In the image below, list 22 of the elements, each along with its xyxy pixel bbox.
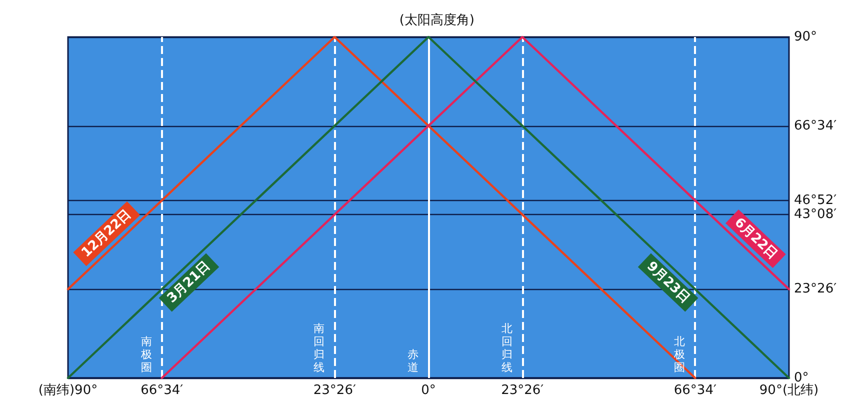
text: 6月22日 (731, 215, 780, 262)
x-tick-label: 23°26′ (313, 383, 356, 398)
x-tick-label: 66°34′ (140, 383, 184, 398)
text: 3月21日 (164, 258, 214, 306)
y-axis-title: (太阳高度角) (399, 12, 474, 28)
text: 12月22日 (78, 206, 134, 261)
text: 9月23日 (644, 258, 693, 306)
x-tick-label: (南纬)90° (38, 383, 98, 398)
ref-line-label: 赤道 (408, 348, 418, 374)
x-tick-label: 90°(北纬) (759, 383, 819, 398)
y-tick-label: 66°34′ (794, 118, 837, 134)
x-tick-label: 0° (421, 383, 436, 398)
x-tick-label: 23°26′ (501, 383, 544, 398)
y-tick-label: 46°52′ (794, 192, 837, 208)
ref-line-label: 北极圈 (673, 335, 686, 374)
ref-line-label: 南极圈 (140, 335, 152, 374)
ref-line-label: 南回归线 (314, 322, 325, 374)
ref-line-label: 北回归线 (501, 322, 512, 374)
y-tick-label: 90° (794, 30, 818, 44)
y-tick-label: 43°08′ (794, 207, 837, 222)
x-tick-label: 66°34′ (674, 383, 716, 398)
y-tick-label: 23°26′ (794, 282, 837, 297)
